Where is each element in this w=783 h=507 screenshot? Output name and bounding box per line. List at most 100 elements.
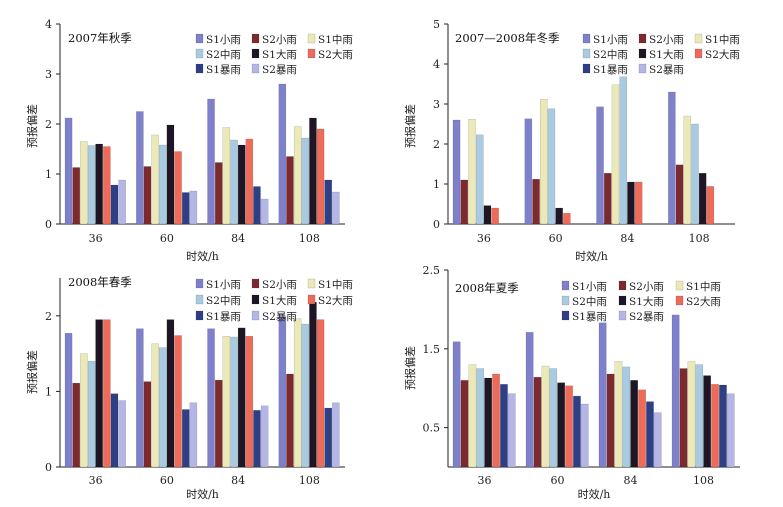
bar-S1小雨-108 bbox=[278, 83, 287, 225]
x-tick-label: 84 bbox=[231, 474, 245, 487]
legend-label: S2大雨 bbox=[686, 295, 721, 308]
bar-S2小雨-36 bbox=[72, 382, 80, 468]
legend-swatch-S2中雨 bbox=[195, 294, 204, 305]
bar-S2中雨-108 bbox=[695, 364, 704, 468]
bar-S2小雨-36 bbox=[460, 179, 469, 225]
bar-S1中雨-84 bbox=[222, 127, 231, 225]
legend-label: S1大雨 bbox=[262, 48, 297, 61]
bar-S1中雨-60 bbox=[541, 365, 550, 468]
legend-swatch-S1大雨 bbox=[251, 294, 260, 305]
legend-label: S2暴雨 bbox=[262, 64, 297, 76]
bar-S2中雨-84 bbox=[619, 76, 628, 225]
y-tick-label: 0 bbox=[45, 461, 52, 474]
legend-swatch-S1中雨 bbox=[307, 33, 316, 44]
x-tick-label: 36 bbox=[478, 474, 492, 487]
bar-S1中雨-36 bbox=[80, 353, 88, 468]
bar-S1中雨-84 bbox=[222, 336, 231, 468]
bar-S2中雨-36 bbox=[476, 134, 484, 225]
bar-S2大雨-84 bbox=[245, 336, 254, 468]
bar-S2暴雨-60 bbox=[580, 403, 589, 468]
bar-S2中雨-60 bbox=[158, 144, 167, 225]
legend-swatch-S1小雨 bbox=[582, 33, 591, 44]
y-tick-label: 0.5 bbox=[423, 422, 441, 435]
bar-S2小雨-60 bbox=[143, 381, 152, 468]
x-axis-label: 时效/h bbox=[186, 249, 219, 263]
bar-S2大雨-108 bbox=[711, 384, 719, 468]
bar-S2小雨-36 bbox=[460, 380, 469, 468]
panel-title: 2007年秋季 bbox=[68, 31, 132, 45]
x-axis-label: 时效/h bbox=[186, 487, 219, 501]
bar-S2大雨-36 bbox=[103, 319, 111, 468]
y-tick-label: 4 bbox=[45, 18, 52, 31]
bar-S2中雨-36 bbox=[476, 368, 485, 468]
bar-S2中雨-84 bbox=[230, 139, 238, 225]
bar-S2暴雨-108 bbox=[332, 402, 340, 468]
legend-label: S1暴雨 bbox=[593, 64, 628, 76]
bar-S2暴雨-84 bbox=[260, 405, 269, 468]
y-axis-label: 预报偏差 bbox=[403, 346, 417, 390]
legend-label: S1中雨 bbox=[318, 33, 353, 46]
legend-swatch-S2中雨 bbox=[582, 48, 591, 59]
legend-swatch-S2小雨 bbox=[251, 33, 260, 44]
legend-label: S1小雨 bbox=[206, 34, 241, 46]
bar-S1中雨-84 bbox=[611, 84, 620, 225]
bar-S2小雨-60 bbox=[143, 166, 152, 225]
x-tick-label: 60 bbox=[160, 474, 174, 487]
bar-S2中雨-108 bbox=[301, 323, 310, 468]
bar-S1中雨-36 bbox=[80, 141, 88, 225]
x-tick-label: 36 bbox=[477, 232, 491, 245]
x-tick-label: 108 bbox=[693, 474, 714, 487]
bar-S1大雨-108 bbox=[309, 117, 317, 225]
y-axis-label: 预报偏差 bbox=[25, 350, 39, 394]
bar-S1大雨-60 bbox=[557, 382, 566, 468]
bar-S1中雨-84 bbox=[614, 361, 623, 468]
bar-S2大雨-84 bbox=[245, 138, 254, 225]
bar-S2小雨-108 bbox=[679, 368, 688, 468]
bar-S2大雨-36 bbox=[492, 373, 500, 468]
bar-S2暴雨-60 bbox=[189, 190, 198, 225]
bar-S1小雨-84 bbox=[598, 322, 607, 468]
bar-S1中雨-108 bbox=[687, 361, 696, 468]
legend-swatch-S2大雨 bbox=[675, 295, 684, 306]
bar-S2大雨-36 bbox=[491, 207, 499, 225]
bar-S1暴雨-84 bbox=[253, 186, 261, 225]
legend-swatch-S2暴雨 bbox=[638, 63, 647, 74]
legend-label: S2大雨 bbox=[318, 48, 353, 61]
legend-label: S2小雨 bbox=[649, 34, 684, 46]
bar-S2小雨-60 bbox=[532, 178, 540, 225]
bar-S1中雨-36 bbox=[468, 118, 476, 225]
legend-swatch-S2大雨 bbox=[694, 48, 703, 59]
x-tick-label: 108 bbox=[299, 474, 320, 487]
y-tick-label: 0 bbox=[433, 218, 440, 231]
bar-S1暴雨-108 bbox=[324, 179, 333, 225]
bar-S2暴雨-60 bbox=[189, 402, 198, 468]
x-tick-label: 60 bbox=[551, 474, 565, 487]
x-tick-label: 108 bbox=[299, 232, 320, 245]
legend-label: S1小雨 bbox=[593, 34, 628, 46]
bar-S1暴雨-84 bbox=[253, 410, 261, 468]
bar-S1大雨-108 bbox=[309, 302, 317, 468]
bar-S2中雨-36 bbox=[87, 145, 96, 225]
bar-S1暴雨-60 bbox=[573, 395, 581, 468]
y-tick-label: 2 bbox=[45, 118, 52, 131]
bar-S1大雨-36 bbox=[95, 319, 103, 468]
bar-S1暴雨-36 bbox=[110, 184, 119, 225]
bar-S1小雨-84 bbox=[596, 106, 604, 225]
bar-S1小雨-108 bbox=[671, 314, 680, 468]
legend-label: S2中雨 bbox=[572, 295, 607, 308]
legend-label: S2中雨 bbox=[206, 48, 241, 61]
bar-S1小雨-60 bbox=[524, 118, 533, 225]
bar-S1小雨-36 bbox=[452, 119, 461, 225]
legend-label: S1中雨 bbox=[686, 280, 721, 293]
y-axis-label: 预报偏差 bbox=[25, 104, 39, 148]
bar-S2中雨-108 bbox=[301, 137, 310, 225]
y-axis-label: 预报偏差 bbox=[403, 104, 417, 148]
x-tick-label: 84 bbox=[231, 232, 245, 245]
bar-S1暴雨-84 bbox=[646, 401, 654, 468]
y-tick-label: 2.5 bbox=[423, 264, 441, 277]
legend-label: S1大雨 bbox=[262, 294, 297, 307]
